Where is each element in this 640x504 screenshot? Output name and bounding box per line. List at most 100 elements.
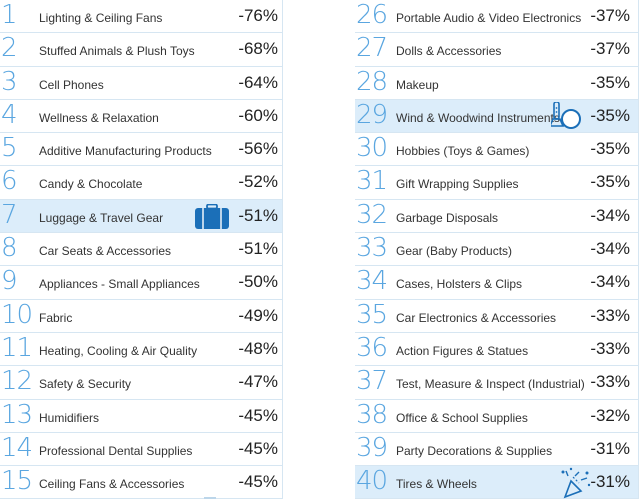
rank-number: 34 (356, 266, 388, 297)
percent-change: -56% (238, 139, 278, 159)
category-label: Lighting & Ceiling Fans (39, 11, 163, 25)
percent-change: -34% (590, 205, 630, 225)
category-label: Appliances - Small Appliances (39, 277, 200, 292)
list-item: 40 Tires & Wheels -31% (355, 466, 639, 500)
list-item: 37 Test, Measure & Inspect (Industrial) -3… (355, 366, 639, 400)
category-label: Makeup (396, 77, 439, 92)
list-item: 1 Lighting & Ceiling Fans -76% (0, 0, 283, 34)
rank-number: 28 (356, 66, 388, 97)
category-label: Additive Manufacturing Products (39, 144, 212, 159)
category-label: Action Figures & Statues (396, 343, 529, 358)
list-item: 14 Professional Dental Supplies -45% (0, 432, 283, 467)
percent-change: -35% (590, 72, 630, 92)
list-item: 38 Office & School Supplies -32% (355, 399, 639, 433)
rank-number: 26 (356, 0, 388, 30)
rank-number: 4 (1, 99, 18, 130)
rank-number: 38 (356, 399, 388, 430)
category-label: Test, Measure & Inspect (Industrial) (396, 377, 585, 392)
list-item: 8 Car Seats & Accessories -51% (0, 233, 283, 267)
rank-number: 36 (356, 332, 388, 363)
category-label: Ceiling Fans & Accessories (39, 477, 185, 492)
rank-number: 14 (1, 432, 33, 463)
category-label: Car Electronics & Accessories (396, 310, 557, 325)
percent-change: -52% (238, 172, 278, 192)
category-label: Luggage & Travel Gear (39, 210, 164, 225)
percent-change: -49% (238, 305, 278, 325)
rank-number: 33 (356, 233, 388, 264)
rank-number: 27 (356, 33, 388, 64)
rank-number: 29 (356, 99, 388, 130)
percent-change: -37% (590, 6, 630, 25)
list-item: 26 Portable Audio & Video Electronics -37% (355, 0, 639, 34)
percent-change: -45% (238, 438, 278, 458)
category-label: Office & School Supplies (396, 410, 528, 425)
rank-number: 13 (1, 399, 33, 430)
ranking-list-right: 26 Portable Audio & Video Electronics -37%… (355, 0, 639, 500)
list-item: 7 Luggage & Travel Gear -51% (0, 199, 283, 234)
list-item: 33 Gear (Baby Products) -34% (355, 233, 639, 267)
percent-change: -33% (590, 305, 630, 325)
percent-change: -48% (238, 338, 278, 358)
list-item: 32 Garbage Disposals -34% (355, 199, 639, 234)
category-label: Portable Audio & Video Electronics (396, 11, 582, 25)
rank-number: 37 (356, 366, 388, 397)
list-item: 29 Wind & Woodwind Instruments -35% (355, 99, 639, 134)
list-item: 36 Action Figures & Statues -33% (355, 332, 639, 367)
category-label: Gift Wrapping Supplies (396, 177, 519, 192)
category-label: Car Seats & Accessories (39, 244, 172, 259)
category-label: Dolls & Accessories (396, 44, 502, 59)
percent-change: -64% (238, 72, 278, 92)
percent-change: -68% (238, 39, 278, 59)
list-item: 10 Fabric -49% (0, 299, 283, 333)
percent-change: -34% (590, 239, 630, 259)
rank-number: 39 (356, 432, 388, 463)
percent-change: -35% (590, 172, 630, 192)
rank-number: 12 (1, 366, 33, 397)
category-label: Fabric (39, 310, 73, 325)
list-item: 13 Humidifiers -45% (0, 399, 283, 433)
category-label: Wellness & Relaxation (39, 110, 159, 125)
rank-number: 7 (1, 199, 18, 230)
percent-change: -51% (238, 205, 278, 225)
rank-number: 35 (356, 299, 388, 330)
list-item: 15 Ceiling Fans & Accessories -45% (0, 466, 283, 500)
list-item: 31 Gift Wrapping Supplies -35% (355, 166, 639, 200)
percent-change: -45% (238, 472, 278, 492)
category-label: Wind & Woodwind Instruments (396, 110, 560, 125)
category-label: Cases, Holsters & Clips (396, 277, 523, 292)
rank-number: 9 (1, 266, 18, 297)
rank-number: 6 (1, 166, 18, 197)
category-label: Garbage Disposals (396, 210, 499, 225)
list-item: 4 Wellness & Relaxation -60% (0, 99, 283, 134)
list-item: 11 Heating, Cooling & Air Quality -48% (0, 332, 283, 367)
rank-number: 40 (356, 466, 388, 497)
list-item: 34 Cases, Holsters & Clips -34% (355, 266, 639, 300)
percent-change: -31% (590, 438, 630, 458)
list-item: 9 Appliances - Small Appliances -50% (0, 266, 283, 300)
rank-number: 11 (1, 332, 33, 363)
category-label: Humidifiers (39, 410, 100, 425)
rank-number: 31 (356, 166, 388, 197)
list-item: 27 Dolls & Accessories -37% (355, 33, 639, 67)
rank-number: 15 (1, 466, 33, 497)
rank-number: 10 (1, 299, 33, 330)
percent-change: -51% (238, 239, 278, 259)
ranking-list-left: 1 Lighting & Ceiling Fans -76% 2 Stuffed Ani… (0, 0, 283, 500)
rank-number: 3 (1, 66, 18, 97)
percent-change: -45% (238, 405, 278, 425)
party-popper-icon (559, 467, 593, 499)
percent-change: -47% (238, 372, 278, 392)
page-marker (204, 497, 216, 499)
percent-change: -60% (238, 105, 278, 125)
rank-number: 1 (1, 0, 18, 30)
percent-change: -31% (590, 472, 630, 492)
category-label: Gear (Baby Products) (396, 244, 513, 259)
category-label: Tires & Wheels (396, 477, 477, 492)
list-item: 12 Safety & Security -47% (0, 366, 283, 400)
percent-change: -32% (590, 405, 630, 425)
category-label: Stuffed Animals & Plush Toys (39, 44, 195, 59)
rank-number: 5 (1, 133, 18, 164)
percent-change: -33% (590, 372, 630, 392)
category-label: Cell Phones (39, 77, 104, 92)
percent-change: -50% (238, 272, 278, 292)
